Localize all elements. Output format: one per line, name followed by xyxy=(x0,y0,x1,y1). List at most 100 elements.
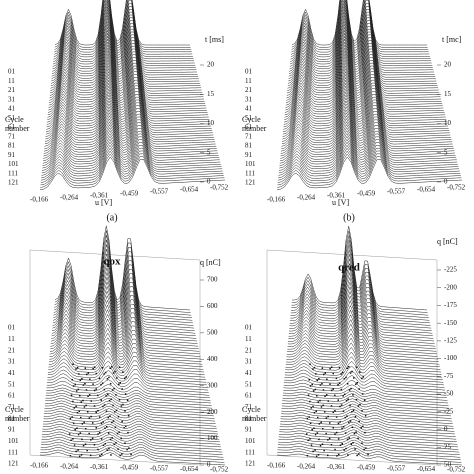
z-tick-label: -100 xyxy=(444,354,457,362)
noise-dot xyxy=(337,383,339,386)
noise-dot xyxy=(347,398,349,400)
z-tick-label: 0 xyxy=(207,178,211,186)
noise-dot xyxy=(352,442,354,444)
noise-dot xyxy=(75,405,77,408)
surface-line xyxy=(286,328,440,368)
noise-dot xyxy=(341,427,343,429)
noise-dot xyxy=(118,383,120,385)
surface-line xyxy=(292,226,428,311)
noise-dot xyxy=(318,378,320,380)
cycle-tick-label: 101 xyxy=(245,160,256,168)
surface-line xyxy=(283,375,446,393)
noise-dot xyxy=(121,453,123,455)
surface-line xyxy=(47,370,209,391)
noise-dot xyxy=(309,438,311,440)
surface-line xyxy=(290,254,431,326)
surface-line xyxy=(50,313,202,360)
noise-dot xyxy=(364,415,367,417)
surface-line xyxy=(44,408,216,422)
noise-dot xyxy=(106,449,108,451)
noise-dot xyxy=(77,433,80,436)
noise-dot xyxy=(340,404,343,406)
surface-line xyxy=(288,295,436,350)
surface-line xyxy=(47,70,209,120)
noise-dot xyxy=(325,394,328,396)
noise-dot xyxy=(358,420,360,423)
noise-dot xyxy=(359,403,361,406)
surface-line xyxy=(289,5,433,67)
noise-dot xyxy=(104,427,106,429)
noise-dot xyxy=(343,449,345,451)
noise-dot xyxy=(329,383,331,385)
noise-dot xyxy=(332,427,334,429)
u-tick-label: -0,264 xyxy=(297,194,316,202)
u-tick-label: -0,459 xyxy=(120,190,139,198)
noise-dot xyxy=(342,395,344,397)
cycle-axis-label: number xyxy=(242,414,267,423)
noise-dot xyxy=(85,428,87,430)
noise-dot xyxy=(326,378,328,380)
noise-dot xyxy=(346,415,348,417)
surface-line xyxy=(277,450,462,463)
u-tick-label: -0,459 xyxy=(357,190,376,198)
surface-line xyxy=(279,421,456,435)
noise-dot xyxy=(126,448,128,451)
noise-dot xyxy=(125,376,127,378)
noise-dot xyxy=(72,385,75,387)
u-tick-label: -0,654 xyxy=(180,186,199,194)
z-axis-label: t [mc] xyxy=(442,35,462,44)
noise-dot xyxy=(348,389,351,391)
noise-dot xyxy=(82,384,85,386)
noise-dot xyxy=(86,373,88,376)
surface-line xyxy=(44,405,215,419)
noise-dot xyxy=(343,378,346,380)
surface-line xyxy=(287,309,438,357)
noise-dot xyxy=(95,411,97,413)
panel: 01 11 21 31 41 51 61 71 81 91 101 111 121 Cyclenumber… xyxy=(242,226,466,474)
cycle-tick-label: 71 xyxy=(245,403,253,411)
noise-dot xyxy=(363,448,365,451)
surface-line xyxy=(279,426,457,440)
noise-dot xyxy=(351,426,354,428)
frame-line xyxy=(266,454,438,466)
u-tick-label: -0,361 xyxy=(327,192,346,200)
u-tick-label: -0,166 xyxy=(267,462,286,470)
surface-line xyxy=(51,20,199,79)
surface-line xyxy=(50,26,200,84)
cycle-tick-label: 01 xyxy=(245,324,253,332)
surface-line xyxy=(291,230,428,313)
noise-dot xyxy=(100,383,102,386)
noise-dot xyxy=(72,422,75,425)
cycle-tick-label: 21 xyxy=(245,346,253,354)
surface-line xyxy=(41,439,223,453)
noise-dot xyxy=(354,415,357,418)
z-tick-label: -50 xyxy=(444,390,454,398)
surface-line xyxy=(47,64,207,116)
noise-dot xyxy=(337,422,340,425)
surface-line xyxy=(40,444,224,458)
z-tick-label: 15 xyxy=(207,90,215,98)
z-tick-label: 10 xyxy=(444,119,452,127)
noise-dot xyxy=(344,432,347,434)
surface-line xyxy=(40,447,224,461)
noise-dot xyxy=(90,454,92,457)
surface-line xyxy=(43,410,216,424)
noise-dot xyxy=(335,416,338,418)
noise-dot xyxy=(125,425,127,428)
noise-dot xyxy=(328,437,331,440)
noise-dot xyxy=(70,394,73,396)
noise-dot xyxy=(101,367,104,369)
surface-line xyxy=(288,14,434,75)
u-tick-label: -0,166 xyxy=(267,196,286,204)
noise-dot xyxy=(79,395,81,397)
noise-dot xyxy=(100,399,102,401)
noise-dot xyxy=(99,431,101,434)
noise-dot xyxy=(313,366,316,369)
noise-dot xyxy=(339,421,341,423)
surface-line xyxy=(285,56,443,108)
noise-dot xyxy=(93,389,96,392)
noise-dot xyxy=(358,388,360,390)
z-tick-label: 400 xyxy=(207,355,218,363)
noise-dot xyxy=(95,388,97,390)
noise-dot xyxy=(118,366,121,368)
